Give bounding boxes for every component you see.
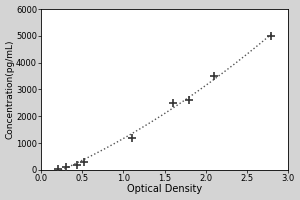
- Point: [170, 101, 175, 104]
- X-axis label: Optical Density: Optical Density: [127, 184, 202, 194]
- Point: [75, 163, 80, 166]
- Point: [269, 34, 274, 37]
- Point: [212, 74, 216, 78]
- Point: [55, 167, 60, 170]
- Point: [64, 166, 68, 169]
- Y-axis label: Concentration(pg/mL): Concentration(pg/mL): [6, 40, 15, 139]
- Point: [187, 99, 192, 102]
- Point: [82, 160, 86, 163]
- Point: [129, 136, 134, 139]
